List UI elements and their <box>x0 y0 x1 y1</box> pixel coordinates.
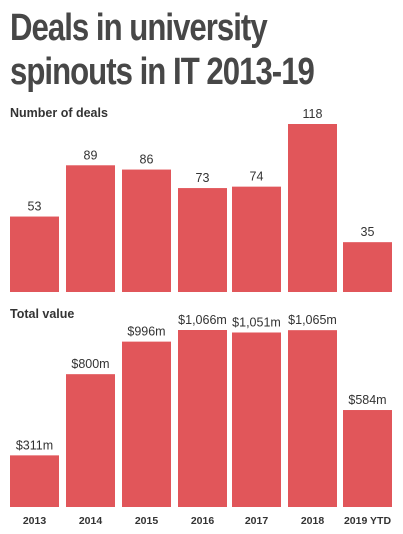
deals-bars <box>10 124 392 292</box>
value-value-label: $584m <box>348 393 386 407</box>
x-tick-label: 2019 YTD <box>344 515 392 527</box>
deals-value-label: 118 <box>303 107 323 121</box>
value-panel-label: Total value <box>10 307 74 321</box>
deals-panel-label: Number of deals <box>10 106 108 120</box>
value-value-label: $1,051m <box>232 315 281 329</box>
x-axis: 2013 2014 2015 2016 2017 2018 2019 YTD <box>23 515 392 527</box>
x-tick-label: 2015 <box>135 515 159 527</box>
deals-value-label: 86 <box>140 153 154 167</box>
value-bar-2013 <box>10 455 59 507</box>
value-bar-2018 <box>288 330 337 507</box>
x-tick-label: 2016 <box>191 515 215 527</box>
deals-value-label: 53 <box>28 200 42 214</box>
deals-bar-2018 <box>288 124 337 292</box>
deals-bar-2016 <box>178 188 227 292</box>
value-value-label: $996m <box>127 325 165 339</box>
deals-bar-2019-ytd <box>343 242 392 292</box>
deals-value-label: 74 <box>250 170 264 184</box>
value-value-label: $800m <box>71 357 109 371</box>
value-value-label: $1,065m <box>288 313 337 327</box>
value-bar-2019-ytd <box>343 410 392 507</box>
deals-bar-2015 <box>122 169 171 292</box>
value-bars <box>10 330 392 507</box>
deals-value-label: 73 <box>196 171 210 185</box>
value-bar-2017 <box>232 332 281 507</box>
deals-value-label: 89 <box>84 148 98 162</box>
deals-bar-2014 <box>66 165 115 292</box>
deals-bar-2013 <box>10 216 59 292</box>
x-tick-label: 2013 <box>23 515 47 527</box>
x-tick-label: 2014 <box>79 515 103 527</box>
value-bar-2014 <box>66 374 115 507</box>
value-bar-2016 <box>178 330 227 507</box>
chart-title: Deals in university spinouts in IT 2013-… <box>10 6 315 94</box>
deals-value-labels: 53 89 86 73 74 118 35 <box>28 107 375 239</box>
value-value-label: $311m <box>16 438 53 452</box>
value-value-label: $1,066m <box>178 313 227 327</box>
x-tick-label: 2018 <box>301 515 325 527</box>
chart-title-line-1: Deals in university <box>10 7 268 49</box>
chart-title-line-2: spinouts in IT 2013-19 <box>10 51 315 93</box>
deals-value-label: 35 <box>361 225 375 239</box>
deals-bar-2017 <box>232 186 281 292</box>
value-bar-2015 <box>122 341 171 507</box>
value-value-labels: $311m $800m $996m $1,066m $1,051m $1,065m $584… <box>16 313 387 452</box>
x-tick-label: 2017 <box>245 515 269 527</box>
